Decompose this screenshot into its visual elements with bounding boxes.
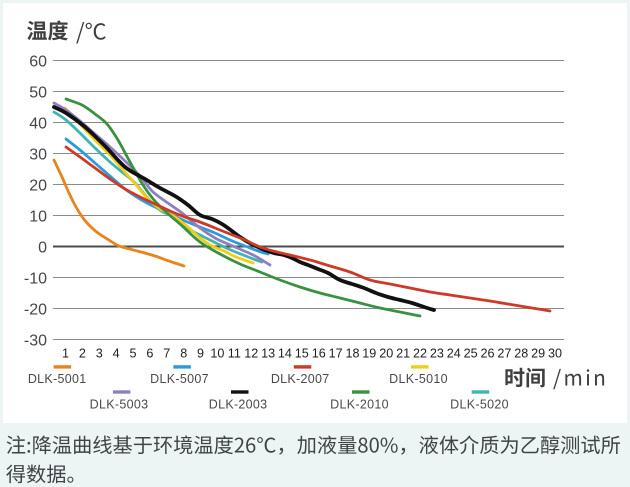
svg-text:18: 18	[345, 347, 359, 361]
svg-text:1: 1	[62, 347, 69, 361]
svg-text:15: 15	[295, 347, 309, 361]
svg-text:16: 16	[312, 347, 326, 361]
svg-text:-20: -20	[24, 301, 47, 318]
svg-text:DLK-2003: DLK-2003	[209, 398, 268, 412]
svg-text:60: 60	[29, 53, 47, 70]
svg-text:21: 21	[396, 347, 410, 361]
svg-text:24: 24	[447, 347, 461, 361]
svg-text:28: 28	[514, 347, 528, 361]
svg-text:9: 9	[197, 347, 204, 361]
svg-text:DLK-5001: DLK-5001	[28, 372, 87, 386]
svg-text:50: 50	[29, 84, 47, 101]
svg-text:10: 10	[210, 347, 224, 361]
svg-text:30: 30	[548, 347, 562, 361]
svg-text:6: 6	[146, 347, 153, 361]
svg-text:20: 20	[379, 347, 393, 361]
svg-text:-30: -30	[24, 332, 47, 349]
svg-text:25: 25	[464, 347, 478, 361]
svg-text:40: 40	[29, 115, 47, 132]
svg-text:DLK-5020: DLK-5020	[450, 398, 509, 412]
svg-text:2: 2	[79, 347, 86, 361]
svg-text:11: 11	[228, 347, 241, 361]
svg-text:DLK-5003: DLK-5003	[90, 398, 149, 412]
svg-text:5: 5	[129, 347, 136, 361]
svg-text:DLK-5010: DLK-5010	[389, 372, 448, 386]
svg-text:7: 7	[163, 347, 170, 361]
svg-text:30: 30	[29, 146, 47, 163]
svg-text:26: 26	[480, 347, 494, 361]
svg-text:27: 27	[497, 347, 511, 361]
svg-text:12: 12	[244, 347, 258, 361]
svg-text:13: 13	[261, 347, 275, 361]
svg-text:8: 8	[180, 347, 187, 361]
svg-text:3: 3	[96, 347, 103, 361]
svg-text:DLK-2007: DLK-2007	[271, 372, 330, 386]
svg-text:4: 4	[113, 347, 120, 361]
svg-text:DLK-2010: DLK-2010	[330, 398, 389, 412]
svg-text:0: 0	[38, 239, 47, 256]
svg-text:19: 19	[362, 347, 376, 361]
svg-text:17: 17	[329, 347, 343, 361]
svg-text:22: 22	[413, 347, 427, 361]
svg-text:10: 10	[29, 208, 47, 225]
svg-text:20: 20	[29, 177, 47, 194]
svg-text:23: 23	[430, 347, 444, 361]
svg-text:DLK-5007: DLK-5007	[150, 372, 209, 386]
svg-text:-10: -10	[24, 270, 47, 287]
svg-text:29: 29	[531, 347, 545, 361]
svg-text:14: 14	[278, 347, 292, 361]
